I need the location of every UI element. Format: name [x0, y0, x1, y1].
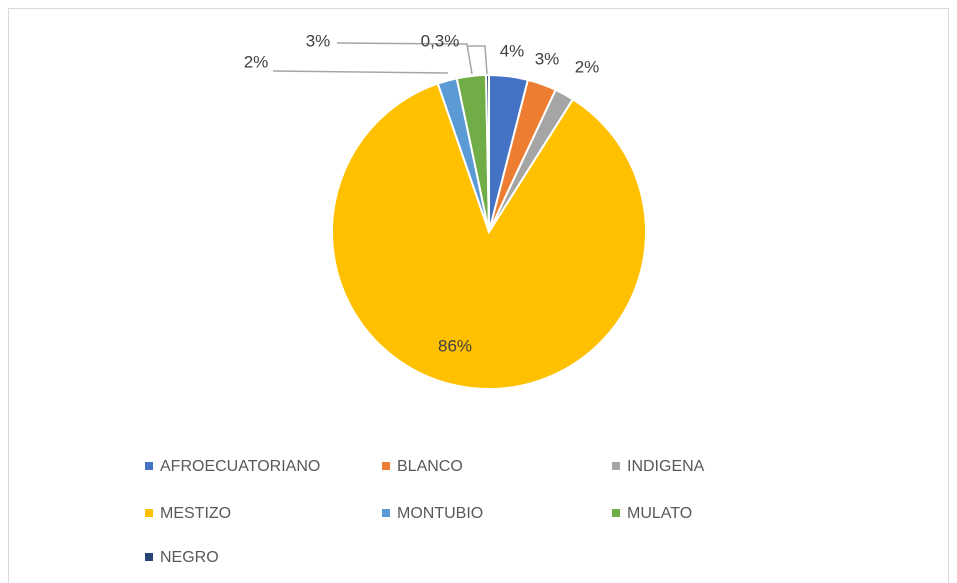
pie-slice [485, 73, 490, 233]
legend-label: MULATO [627, 505, 692, 522]
legend-label: NEGRO [160, 549, 219, 566]
data-label: 2% [244, 52, 269, 71]
data-label: 3% [306, 31, 331, 50]
data-label: 0,3% [421, 31, 460, 50]
pie-slice [331, 82, 647, 390]
legend-label: AFROECUATORIANO [160, 458, 320, 475]
legend-swatch [145, 553, 153, 561]
legend-label: BLANCO [397, 458, 463, 475]
data-label: 2% [575, 57, 600, 76]
legend-swatch [145, 509, 153, 517]
chart-frame [8, 8, 949, 583]
legend-label: INDIGENA [627, 458, 705, 475]
legend-label: MONTUBIO [397, 505, 483, 522]
data-label: 86% [438, 336, 472, 355]
leader-line [467, 45, 488, 75]
legend-swatch [612, 462, 620, 470]
legend-swatch [382, 462, 390, 470]
leader-line [272, 70, 449, 74]
legend-swatch [145, 462, 153, 470]
data-label: 4% [500, 41, 525, 60]
leader-line [336, 42, 473, 75]
legend-swatch [612, 509, 620, 517]
data-label: 3% [535, 49, 560, 68]
legend-swatch [382, 509, 390, 517]
legend-label: MESTIZO [160, 505, 231, 522]
